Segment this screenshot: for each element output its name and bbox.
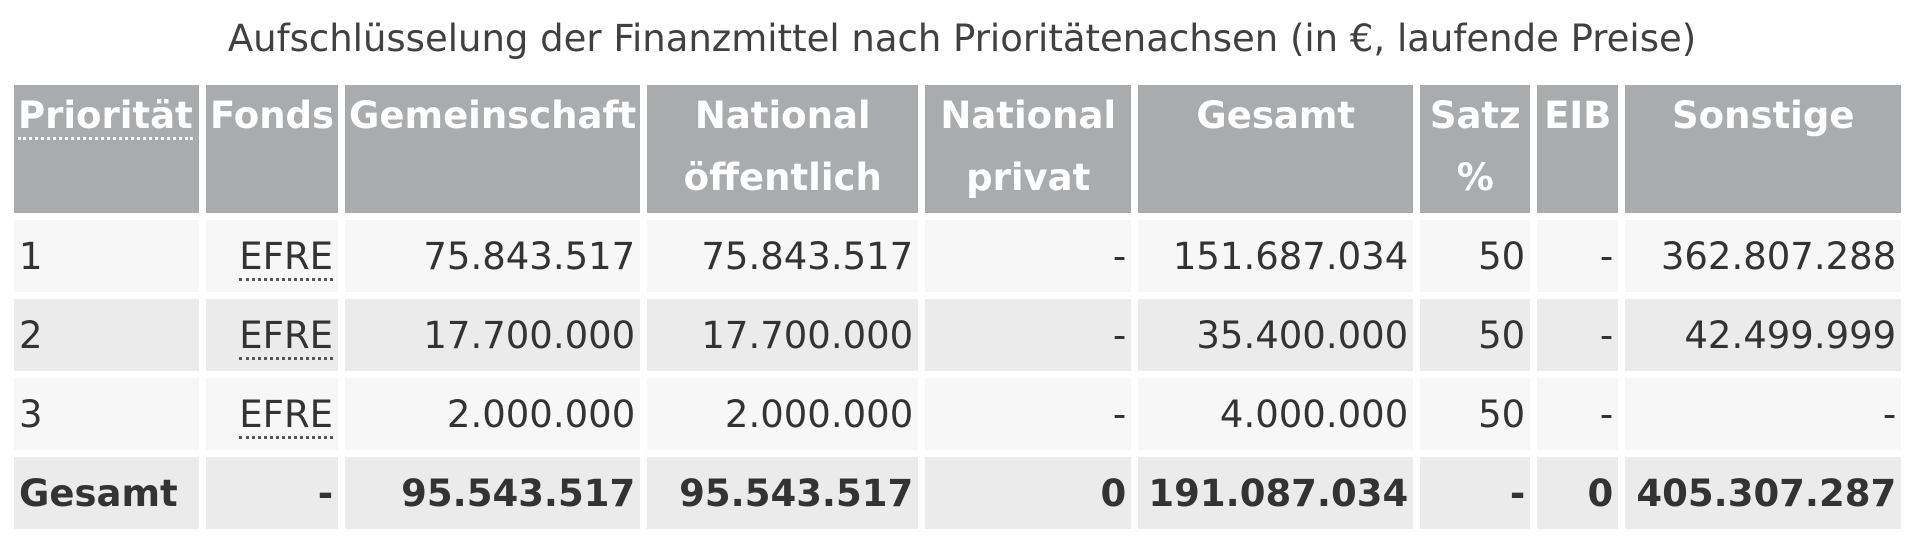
header-national-privat-line1: National xyxy=(940,94,1117,137)
header-national-oeffentlich-line1: National xyxy=(694,94,871,137)
cell-prioritaet: 3 xyxy=(14,378,199,450)
header-national-privat: National privat xyxy=(925,85,1132,213)
cell-national-privat: - xyxy=(925,220,1132,292)
cell-fonds[interactable]: EFRE xyxy=(206,220,339,292)
cell-gesamt: 151.687.034 xyxy=(1138,220,1414,292)
cell-prioritaet: 2 xyxy=(14,299,199,371)
table-row: 3 EFRE 2.000.000 2.000.000 - 4.000.000 5… xyxy=(14,378,1902,450)
header-satz-line1: Satz xyxy=(1429,94,1521,137)
cell-sonstige: - xyxy=(1625,378,1902,450)
header-prioritaet-label: Priorität xyxy=(18,94,193,140)
cell-gemeinschaft: 2.000.000 xyxy=(345,378,641,450)
cell-gemeinschaft: 17.700.000 xyxy=(345,299,641,371)
fonds-link[interactable]: EFRE xyxy=(239,313,334,360)
cell-eib: - xyxy=(1537,299,1619,371)
cell-satz: 50 xyxy=(1420,378,1531,450)
cell-satz: 50 xyxy=(1420,299,1531,371)
cell-total-gemeinschaft: 95.543.517 xyxy=(345,457,641,529)
table-caption: Aufschlüsselung der Finanzmittel nach Pr… xyxy=(227,17,1697,60)
header-gesamt: Gesamt xyxy=(1138,85,1414,213)
header-national-oeffentlich-line2: öffentlich xyxy=(683,156,882,199)
cell-gesamt: 35.400.000 xyxy=(1138,299,1414,371)
fonds-link[interactable]: EFRE xyxy=(239,234,334,281)
total-row: Gesamt - 95.543.517 95.543.517 0 191.087… xyxy=(14,457,1902,529)
cell-national-oeffentlich: 17.700.000 xyxy=(647,299,919,371)
cell-total-sonstige: 405.307.287 xyxy=(1625,457,1902,529)
cell-national-privat: - xyxy=(925,378,1132,450)
cell-eib: - xyxy=(1537,220,1619,292)
header-sonstige: Sonstige xyxy=(1625,85,1902,213)
header-eib: EIB xyxy=(1537,85,1619,213)
cell-gesamt: 4.000.000 xyxy=(1138,378,1414,450)
cell-sonstige: 42.499.999 xyxy=(1625,299,1902,371)
cell-total-national-privat: 0 xyxy=(925,457,1132,529)
cell-total-national-oeffentlich: 95.543.517 xyxy=(647,457,919,529)
cell-national-oeffentlich: 75.843.517 xyxy=(647,220,919,292)
cell-prioritaet: 1 xyxy=(14,220,199,292)
header-prioritaet: Priorität xyxy=(14,85,199,213)
cell-total-gesamt: 191.087.034 xyxy=(1138,457,1414,529)
header-row: Priorität Fonds Gemeinschaft National öff… xyxy=(14,85,1902,213)
cell-national-oeffentlich: 2.000.000 xyxy=(647,378,919,450)
header-fonds: Fonds xyxy=(206,85,339,213)
header-national-oeffentlich: National öffentlich xyxy=(647,85,919,213)
table-row: 2 EFRE 17.700.000 17.700.000 - 35.400.00… xyxy=(14,299,1902,371)
cell-total-satz: - xyxy=(1420,457,1531,529)
cell-total-label: Gesamt xyxy=(14,457,199,529)
cell-satz: 50 xyxy=(1420,220,1531,292)
cell-sonstige: 362.807.288 xyxy=(1625,220,1902,292)
cell-fonds[interactable]: EFRE xyxy=(206,299,339,371)
table-row: 1 EFRE 75.843.517 75.843.517 - 151.687.0… xyxy=(14,220,1902,292)
header-satz: Satz% xyxy=(1420,85,1531,213)
cell-eib: - xyxy=(1537,378,1619,450)
header-gemeinschaft: Gemeinschaft xyxy=(345,85,641,213)
cell-total-fonds: - xyxy=(206,457,339,529)
header-satz-line2: % xyxy=(1456,156,1494,199)
cell-fonds[interactable]: EFRE xyxy=(206,378,339,450)
cell-gemeinschaft: 75.843.517 xyxy=(345,220,641,292)
fonds-link[interactable]: EFRE xyxy=(239,392,334,439)
cell-national-privat: - xyxy=(925,299,1132,371)
header-national-privat-line2: privat xyxy=(966,156,1091,199)
cell-total-eib: 0 xyxy=(1537,457,1619,529)
funding-table: Priorität Fonds Gemeinschaft National öff… xyxy=(7,78,1908,536)
